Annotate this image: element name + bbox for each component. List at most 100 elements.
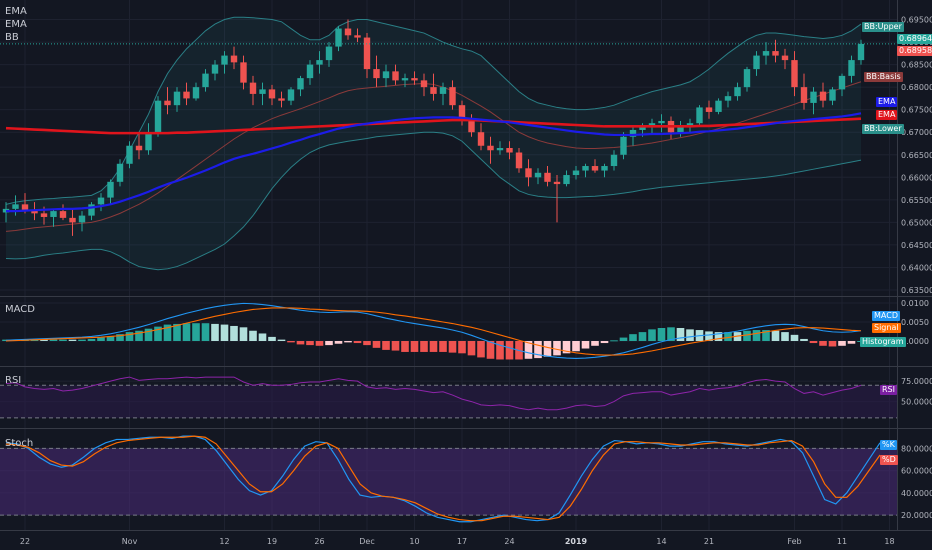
candle-body: [420, 80, 428, 88]
macd-histogram-bar: [410, 341, 419, 352]
macd-histogram-bar: [363, 341, 371, 346]
candle-body: [601, 166, 608, 171]
macd-histogram-bar: [40, 339, 48, 341]
rsi-tag: RSI: [880, 385, 897, 395]
candle-body: [829, 89, 836, 101]
legend-ema-1[interactable]: EMA: [5, 6, 27, 17]
macd-histogram-bar: [771, 330, 780, 341]
macd-histogram-bar: [325, 341, 333, 346]
legend-bb[interactable]: BB: [5, 32, 19, 43]
macd-histogram-bar: [192, 323, 200, 341]
candle-body: [430, 87, 437, 94]
macd-histogram-bar: [448, 341, 457, 353]
macd-histogram-bar: [401, 341, 409, 352]
candle-body: [183, 91, 190, 99]
x-tick-label: 11: [837, 537, 847, 546]
x-tick-label: 18: [884, 537, 894, 546]
y-tick-label: 50.0000: [901, 398, 932, 407]
signal-tag: Signal: [872, 323, 901, 333]
candle-body: [240, 62, 247, 83]
y-tick-label: 20.0000: [901, 511, 932, 520]
y-tick-label: 80.0000: [901, 444, 932, 453]
candle-body: [544, 172, 551, 182]
macd-histogram-bar: [686, 329, 694, 341]
macd-histogram-bar: [458, 341, 466, 354]
x-tick-label: 22: [20, 537, 30, 546]
candle-body: [620, 136, 627, 155]
macd-histogram-bar: [591, 341, 599, 346]
macd-histogram-bar: [477, 341, 485, 358]
candle-body: [268, 89, 276, 99]
candle-body: [800, 87, 808, 103]
candle-body: [458, 105, 466, 119]
y-tick-label: 0.64500: [901, 241, 932, 250]
macd-histogram-bar: [429, 341, 438, 352]
macd-histogram-bar: [249, 330, 257, 341]
macd-histogram-bar: [296, 341, 305, 345]
macd-histogram-bar: [334, 341, 343, 344]
macd-histogram-bar: [391, 341, 400, 351]
macd-histogram-bar: [315, 341, 324, 346]
bb-upper-tag: BB:Upper: [862, 22, 904, 32]
macd-histogram-bar: [790, 334, 799, 341]
y-tick-label: 0.68500: [901, 61, 932, 70]
macd-histogram-bar: [553, 341, 561, 356]
candle-body: [477, 132, 485, 146]
stoch-d-line: [5, 435, 881, 522]
candle-body: [97, 197, 105, 205]
candle-body: [449, 87, 456, 106]
bb-upper-line: [5, 16, 862, 205]
candle-body: [629, 129, 637, 137]
macd-histogram-bar: [353, 341, 362, 344]
candle-body: [496, 148, 504, 151]
candle-body: [31, 209, 38, 214]
ema-blue-tag: EMA: [876, 97, 898, 107]
rsi-pane-title[interactable]: RSI: [5, 375, 22, 386]
macd-histogram-bar: [420, 341, 428, 352]
y-tick-label: 0.65000: [901, 218, 932, 227]
candle-body: [411, 78, 418, 81]
macd-histogram-bar: [97, 337, 105, 341]
macd-histogram-bar: [600, 341, 609, 344]
candle-body: [59, 211, 67, 218]
candle-body: [12, 204, 19, 209]
candle-body: [335, 28, 342, 47]
macd-histogram-bar: [59, 339, 67, 341]
macd-histogram-bar: [543, 341, 552, 357]
candle-body: [135, 145, 143, 151]
macd-histogram-bar: [201, 323, 210, 341]
macd-histogram-bar: [847, 341, 856, 344]
ema-red-tag: EMA: [876, 110, 898, 120]
d-tag: %D: [880, 455, 898, 465]
candle-body: [221, 55, 228, 65]
price-last-tag: 0.68958: [897, 46, 932, 56]
candle-body: [781, 55, 789, 61]
candle-body: [259, 89, 266, 94]
candle-body: [848, 60, 855, 76]
histogram-tag: Histogram: [860, 337, 906, 347]
macd-histogram-bar: [382, 341, 390, 350]
candle-body: [88, 204, 95, 216]
y-tick-label: 0.67000: [901, 128, 932, 137]
signal-line: [5, 307, 862, 356]
candle-body: [126, 145, 133, 164]
macd-histogram-bar: [163, 324, 172, 341]
stoch-pane-title[interactable]: Stoch: [5, 438, 34, 449]
legend-ema-2[interactable]: EMA: [5, 19, 27, 30]
candle-body: [373, 69, 380, 79]
macd-pane-title[interactable]: MACD: [5, 304, 35, 315]
macd-histogram-bar: [211, 323, 219, 341]
candle-body: [21, 204, 29, 210]
candle-body: [563, 175, 570, 185]
x-tick-label: 14: [656, 537, 666, 546]
macd-histogram-bar: [705, 331, 713, 341]
macd-histogram-bar: [306, 341, 314, 346]
candle-body: [658, 120, 665, 124]
macd-histogram-bar: [781, 332, 789, 341]
k-tag: %K: [880, 440, 897, 450]
x-tick-label: 21: [704, 537, 714, 546]
macd-histogram-bar: [239, 327, 248, 341]
macd-histogram-bar: [496, 341, 504, 360]
macd-histogram-bar: [439, 341, 447, 352]
